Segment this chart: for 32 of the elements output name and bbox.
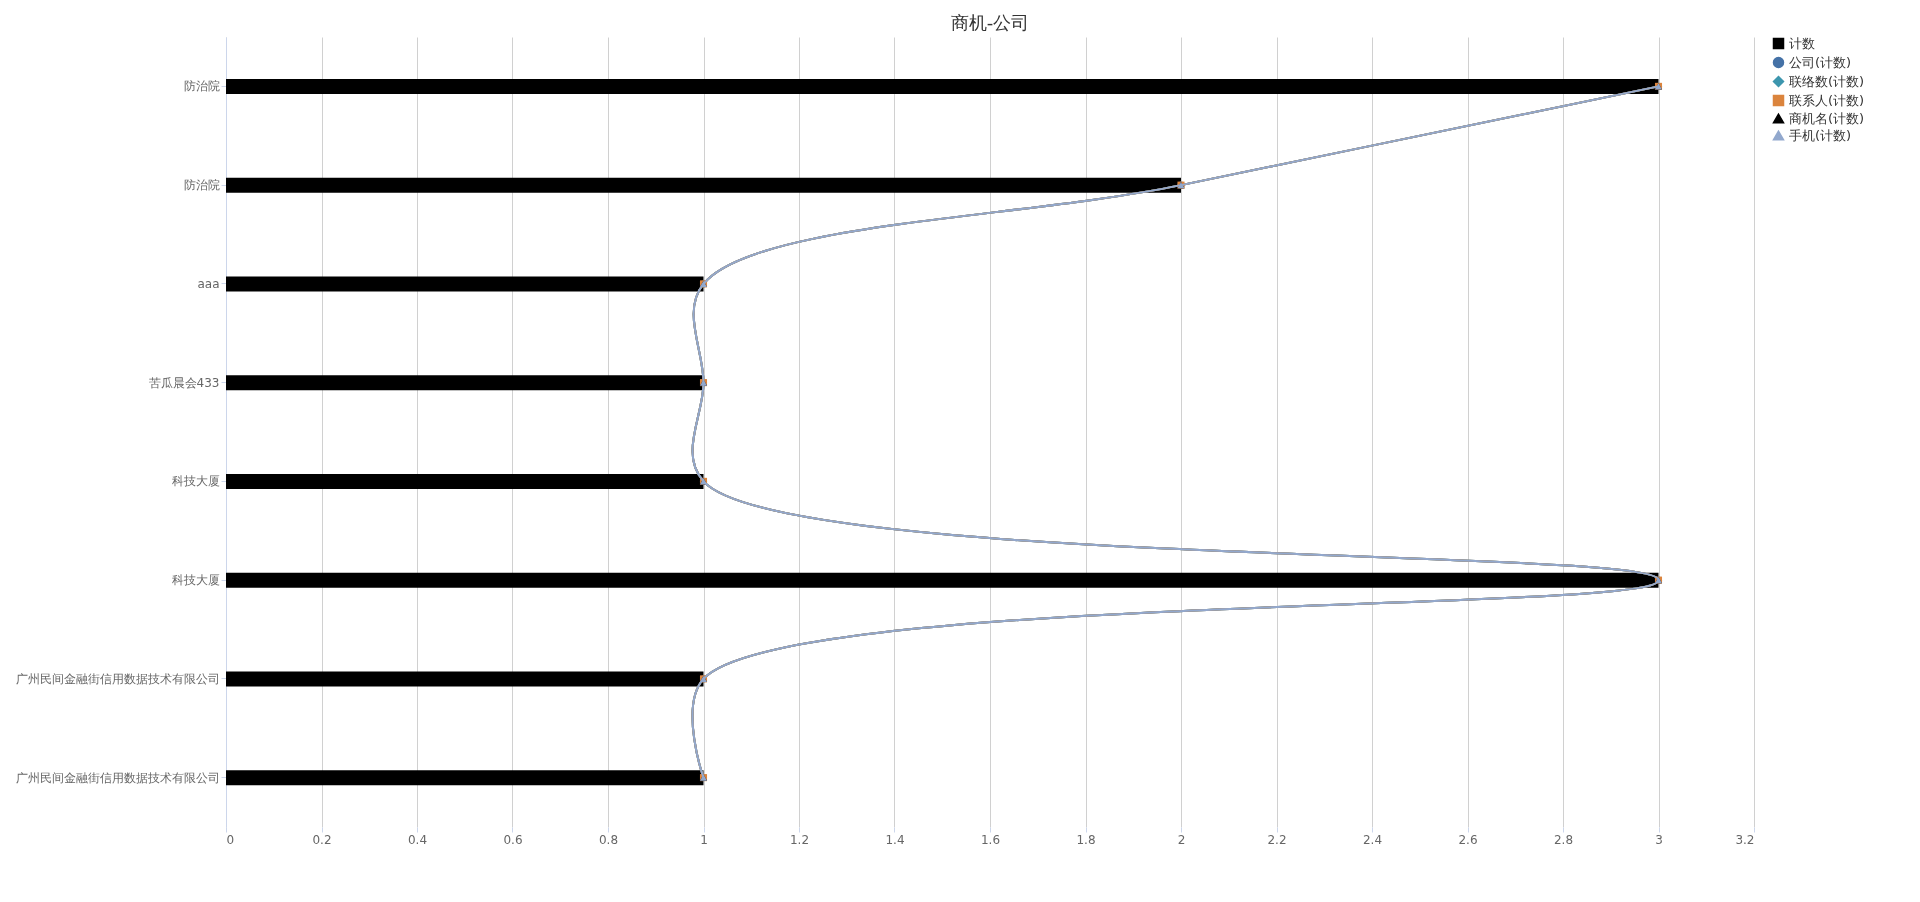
x-tick-label: 1.4	[885, 832, 905, 847]
x-tick-label: 0.2	[312, 832, 332, 847]
x-tick-label: 0.4	[407, 832, 428, 847]
x-tick-label: 1.6	[980, 832, 1001, 847]
x-tick-label: 2.2	[1267, 832, 1287, 847]
y-tick-label: aaa	[197, 276, 220, 291]
y-tick-label: 防治院	[183, 79, 220, 94]
y-tick-label: 科技大厦	[171, 474, 220, 489]
x-tick-label: 3.2	[1735, 832, 1755, 847]
y-tick-label: 苦瓜晨会433	[148, 375, 220, 390]
y-tick-label: 科技大厦	[171, 573, 220, 588]
legend-label: 联系人(计数)	[1789, 92, 1865, 108]
legend-label: 商机名(计数)	[1789, 110, 1865, 126]
legend-label: 公司(计数)	[1789, 54, 1852, 70]
chart-title: 商机-公司	[950, 12, 1030, 33]
x-tick-label: 1.2	[789, 832, 810, 847]
legend-label: 手机(计数)	[1789, 127, 1852, 143]
legend-label: 联络数(计数)	[1789, 73, 1865, 89]
x-tick-label: 2.8	[1553, 832, 1574, 847]
x-tick-label: 0	[226, 832, 235, 847]
y-tick-label: 广州民间金融街信用数据技术有限公司	[15, 671, 220, 686]
legend-label: 计数	[1789, 35, 1815, 51]
x-tick-label: 0.8	[598, 832, 619, 847]
y-tick-label: 防治院	[183, 178, 220, 193]
x-tick-label: 1	[700, 832, 708, 847]
x-tick-label: 2.6	[1458, 832, 1478, 847]
x-tick-label: 2	[1177, 832, 1186, 847]
x-tick-label: 1.8	[1076, 832, 1096, 847]
y-tick-label: 广州民间金融街信用数据技术有限公司	[15, 770, 220, 785]
x-tick-label: 2.4	[1362, 832, 1383, 847]
x-tick-label: 0.6	[503, 832, 523, 847]
x-tick-label: 3	[1655, 832, 1663, 847]
